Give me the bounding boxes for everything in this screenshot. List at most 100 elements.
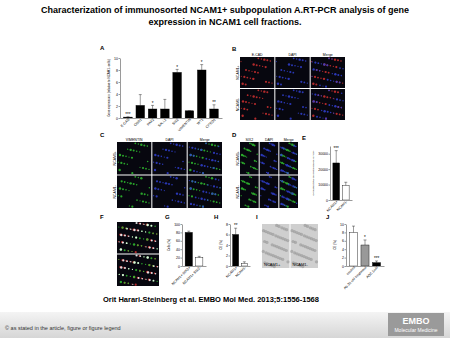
cell <box>253 200 255 202</box>
tick-mark <box>229 224 231 225</box>
y-axis: 0100002000030000 <box>318 147 330 203</box>
cell <box>323 63 325 65</box>
cell <box>154 258 156 260</box>
tick-mark <box>229 235 231 236</box>
cell <box>182 194 184 196</box>
tick-label: 2 <box>342 256 344 260</box>
cell <box>339 99 341 101</box>
tick-mark <box>181 266 183 267</box>
cell <box>262 113 263 114</box>
cell <box>143 271 144 272</box>
cell <box>135 236 137 238</box>
cell <box>199 156 200 157</box>
cell <box>188 162 189 163</box>
cell <box>339 67 341 69</box>
cell <box>316 101 318 103</box>
row-label: NCAM1+ <box>113 151 117 165</box>
cell <box>262 229 265 232</box>
cell <box>141 245 143 247</box>
image-panel: VIMENTINDAPIMergeNCAM1+NCAM1- <box>113 138 223 209</box>
cell <box>255 186 257 188</box>
y-axis: 020406080100 <box>174 223 182 269</box>
cell <box>316 101 318 103</box>
error-bar <box>335 151 338 163</box>
cell <box>214 144 216 146</box>
cell <box>279 76 281 78</box>
tick: SALL1 <box>157 118 167 128</box>
tick: 6 <box>116 81 120 85</box>
tick-mark <box>345 258 347 259</box>
micrograph <box>240 176 259 209</box>
cell <box>150 272 152 274</box>
annotation: * <box>176 65 178 70</box>
cell <box>256 96 258 98</box>
cell <box>269 142 271 144</box>
micrograph <box>275 57 309 88</box>
error-stem <box>164 99 165 109</box>
tick: 10000 <box>318 183 330 187</box>
cell <box>321 95 322 96</box>
bar <box>372 263 380 266</box>
cell <box>132 236 133 237</box>
cell <box>263 90 265 92</box>
tick-label: 30000 <box>318 152 328 156</box>
bar <box>161 109 170 118</box>
cell <box>327 111 329 113</box>
cell <box>248 102 250 104</box>
cell <box>288 183 290 185</box>
row-label: NCAM1+ <box>236 65 240 79</box>
tick-label: 10000 <box>318 183 328 187</box>
cell <box>133 229 135 231</box>
cell <box>153 247 155 249</box>
cell <box>118 259 119 260</box>
cell <box>280 169 282 171</box>
cell <box>266 91 268 93</box>
cell <box>321 63 322 64</box>
cell <box>145 231 146 232</box>
cell <box>282 109 284 111</box>
cell <box>256 64 258 66</box>
cell <box>146 238 148 240</box>
cell <box>138 143 139 144</box>
cell <box>119 274 120 275</box>
cell <box>147 194 149 196</box>
cell <box>300 113 302 115</box>
cell <box>180 201 182 203</box>
cell <box>265 81 267 83</box>
cell <box>205 142 207 144</box>
cell <box>124 282 126 284</box>
cell <box>129 149 131 151</box>
cell <box>300 66 302 68</box>
cell <box>270 60 272 62</box>
cell <box>218 194 220 196</box>
cell <box>334 90 336 92</box>
cell <box>263 240 266 243</box>
cell <box>260 162 261 163</box>
cell <box>120 248 122 250</box>
cell <box>322 103 323 104</box>
cell <box>312 83 314 85</box>
cell <box>241 162 242 163</box>
cell <box>333 81 334 82</box>
cell <box>291 200 292 201</box>
cell <box>319 85 321 87</box>
cell <box>287 157 289 159</box>
cell <box>135 222 137 224</box>
cell <box>162 182 163 183</box>
cell <box>148 264 150 266</box>
cell <box>331 58 332 59</box>
cell <box>260 180 261 181</box>
cell <box>328 89 330 91</box>
cell <box>244 148 246 150</box>
cell <box>205 191 207 193</box>
cell <box>122 241 124 243</box>
cell <box>262 66 263 67</box>
cell <box>152 247 154 249</box>
cell <box>290 250 293 253</box>
tick-label: 80 <box>176 231 180 235</box>
cell <box>146 224 148 226</box>
tick: SIX2 <box>171 118 179 126</box>
cell <box>307 82 308 83</box>
cell <box>314 76 316 78</box>
cell <box>122 259 124 261</box>
